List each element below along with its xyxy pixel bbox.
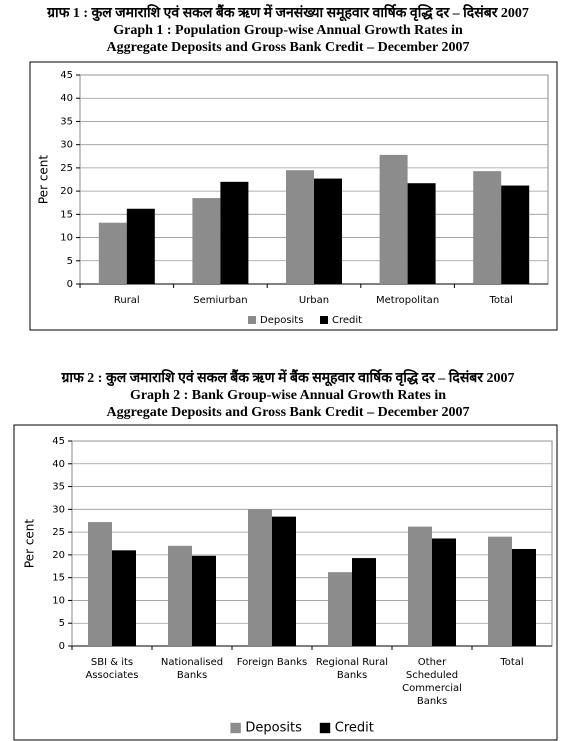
bar [126,208,155,284]
y-tick-label: 25 [60,163,73,174]
x-tick-label: Banks [177,670,207,681]
y-tick-label: 10 [52,595,65,606]
x-tick-label: Rural [114,295,140,306]
bar [168,545,192,646]
x-tick-label: Commercial [402,683,462,694]
bar [473,171,502,284]
y-tick-label: 20 [52,550,65,561]
legend-label: Credit [332,315,362,326]
legend-swatch [320,316,328,324]
bar [192,555,216,646]
legend-swatch [230,722,241,734]
y-tick-label: 0 [59,641,65,652]
bar [248,509,272,646]
bar [407,183,436,284]
chart-title: ग्राफ 1 : कुल जमाराशि एवं सकल बैंक ऋण मे… [46,4,529,22]
y-tick-label: 40 [60,93,73,104]
chart-title: Graph 2 : Bank Group-wise Annual Growth … [130,388,446,403]
bar [501,185,530,284]
y-tick-label: 45 [52,436,65,447]
legend-label: Deposits [245,721,302,736]
bar [98,222,127,284]
legend-label: Credit [335,721,374,736]
bar [512,548,536,646]
plot-area [71,440,553,647]
y-tick-label: 45 [60,70,73,81]
x-tick-label: Nationalised [161,657,223,668]
bar [272,516,296,646]
chart-title: ग्राफ 2 : कुल जमाराशि एवं सकल बैंक ऋण मे… [60,369,514,387]
bar [314,178,342,284]
x-tick-label: Semiurban [193,295,247,306]
bar [432,538,456,646]
x-tick-label: Total [499,657,523,668]
y-tick-label: 15 [52,573,65,584]
x-tick-label: Metropolitan [376,295,439,306]
bar [286,170,314,284]
bar [112,550,136,646]
y-tick-label: 15 [60,209,73,220]
y-tick-label: 5 [59,618,65,629]
chart-title: Aggregate Deposits and Gross Bank Credit… [107,405,470,420]
bar [352,558,376,646]
y-tick-label: 10 [60,233,73,244]
x-tick-label: Banks [337,670,367,681]
y-tick-label: 0 [67,279,73,290]
x-tick-label: Urban [299,295,329,306]
bar [328,572,352,646]
chart-frame [29,61,558,331]
y-tick-label: 35 [52,482,65,493]
x-tick-label: Regional Rural [316,657,388,668]
y-tick-label: 35 [60,116,73,127]
x-tick-label: Total [489,295,513,306]
x-tick-label: Banks [417,696,447,707]
legend-swatch [248,316,256,324]
y-axis-label: Per cent [37,155,51,205]
bar [488,536,512,646]
y-tick-label: 40 [52,459,65,470]
x-tick-label: Associates [85,670,138,681]
y-tick-label: 5 [67,256,73,267]
legend-label: Deposits [260,315,303,326]
bar [379,154,408,284]
bar [220,181,249,284]
legend-swatch [319,722,331,734]
chart-title: Graph 1 : Population Group-wise Annual G… [113,23,463,38]
bar [88,522,112,646]
x-tick-label: Other [418,657,447,668]
x-tick-label: SBI & its [91,657,133,668]
y-tick-label: 25 [52,527,65,538]
chart-title: Aggregate Deposits and Gross Bank Credit… [107,40,470,55]
y-tick-label: 30 [60,140,73,151]
x-tick-label: Scheduled [406,670,458,681]
y-tick-label: 20 [60,186,73,197]
bar [408,526,432,646]
y-tick-label: 30 [52,504,65,515]
bar [192,198,221,284]
chart-frame [13,424,558,741]
y-axis-label: Per cent [23,519,37,569]
x-tick-label: Foreign Banks [237,657,308,668]
